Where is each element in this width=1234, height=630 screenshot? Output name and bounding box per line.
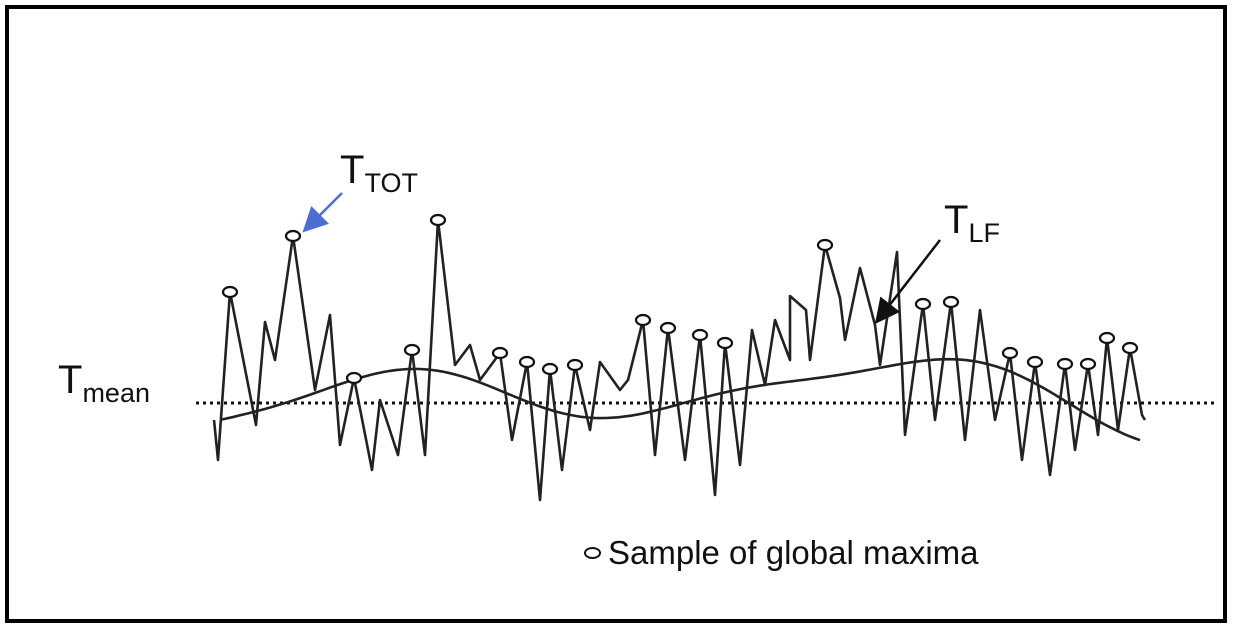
maximum-marker: [1121, 341, 1139, 355]
maximum-marker: [914, 297, 932, 311]
low-frequency-signal-line: [221, 357, 1141, 442]
maximum-marker: [659, 321, 677, 335]
global-maxima-markers: [221, 213, 1139, 385]
maximum-marker: [691, 328, 709, 342]
total-signal-line: [212, 218, 1147, 502]
figure-frame: [5, 5, 1227, 623]
maximum-marker: [429, 213, 447, 227]
ttot-arrow: [302, 192, 343, 233]
maximum-marker: [541, 362, 559, 376]
maximum-marker: [716, 336, 734, 350]
ellipse-marker-icon: [584, 547, 601, 559]
maximum-marker: [1026, 355, 1044, 369]
maximum-marker: [345, 371, 363, 385]
t-tot-label: TTOT: [340, 148, 418, 198]
maximum-marker: [942, 295, 960, 309]
tlf-arrow: [874, 239, 941, 324]
maximum-marker: [518, 355, 536, 369]
maximum-marker: [403, 343, 421, 357]
maximum-marker: [1056, 357, 1074, 371]
t-lf-label: TLF: [944, 198, 1000, 248]
maximum-marker: [566, 358, 584, 372]
maximum-marker: [221, 285, 239, 299]
t-mean-label: Tmean: [58, 358, 150, 408]
legend-label: Sample of global maxima: [608, 534, 979, 571]
maximum-marker: [1001, 346, 1019, 360]
maximum-marker: [816, 238, 834, 252]
maximum-marker: [1079, 357, 1097, 371]
maximum-marker: [634, 313, 652, 327]
maximum-marker: [284, 229, 302, 243]
legend: Sample of global maxima: [584, 534, 979, 572]
maximum-marker: [491, 346, 509, 360]
maximum-marker: [1098, 331, 1116, 345]
